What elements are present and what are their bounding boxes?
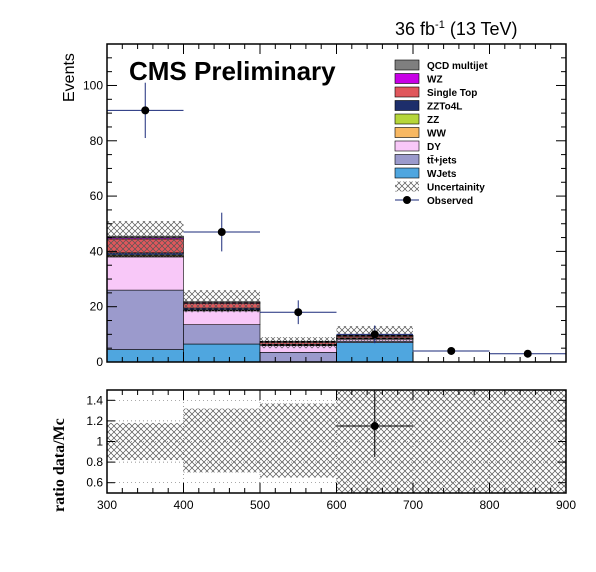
uncertainty-box-0 (107, 220, 184, 257)
y-tick-label: 20 (90, 300, 104, 314)
x-tick-label: 600 (326, 498, 346, 512)
y-tick-label: 0 (96, 355, 103, 369)
legend-swatch-0 (394, 59, 420, 71)
luminosity-label: 36 fb-1 (13 TeV) (395, 19, 518, 39)
bar-segment-1-1 (183, 324, 261, 345)
ratio-points (336, 390, 413, 457)
ratio-y-tick-label: 1.4 (86, 393, 103, 407)
x-tick-label: 400 (173, 498, 193, 512)
experiment-label: CMS Preliminary (129, 56, 336, 86)
uncertainty-box-1 (183, 290, 260, 313)
bar-segment-1-2 (259, 352, 337, 363)
ratio-y-tick-label: 1 (96, 435, 103, 449)
ratio-y-tick-label: 1.2 (86, 414, 103, 428)
x-tick-label: 700 (403, 498, 423, 512)
ratio-axis-ticks: 0.6 0.8 1 1.2 1.4 300 400 500 600 700 800 900 (86, 390, 576, 512)
legend-label-10: Observed (427, 196, 473, 207)
observed-point-5 (523, 349, 532, 358)
uncertainty-band (107, 220, 413, 349)
legend-swatch-3 (394, 100, 420, 111)
ratio-panel: 0.6 0.8 1 1.2 1.4 300 400 500 600 700 800 900 ratio… (51, 389, 576, 512)
legend-swatch-6 (394, 140, 420, 152)
legend-marker-observed (403, 196, 411, 204)
y-tick-label: 80 (90, 134, 104, 148)
y-tick-label: 60 (90, 189, 104, 203)
legend-swatch-4 (394, 113, 420, 125)
legend-swatch-2 (394, 86, 420, 98)
x-tick-label: 500 (250, 498, 270, 512)
bar-segment-2-0 (106, 256, 184, 291)
ratio-y-tick-label: 0.6 (86, 476, 103, 490)
x-tick-label: 900 (556, 498, 576, 512)
legend-label-7: tt̄+jets (427, 155, 457, 167)
y-tick-label: 40 (90, 244, 104, 258)
ratio-uncertainty-box-1 (183, 408, 260, 473)
y-axis-title: Events (61, 53, 78, 102)
bar-segment-1-0 (106, 289, 184, 350)
ratio-uncertainty-box-0 (107, 422, 184, 461)
legend-swatch-5 (394, 127, 420, 138)
uncertainty-box-2 (260, 337, 337, 349)
legend-label-9: Uncertainity (427, 183, 485, 194)
bar-segment-0-1 (183, 343, 261, 363)
legend-label-5: WW (427, 129, 446, 140)
bar-segment-2-1 (183, 310, 261, 325)
observed-point-1 (217, 228, 226, 237)
legend-swatch-8 (394, 167, 420, 179)
bar-segment-0-0 (106, 349, 184, 363)
observed-point-2 (294, 308, 303, 317)
legend-label-4: ZZ (427, 115, 439, 126)
x-tick-label: 800 (479, 498, 499, 512)
observed-point-3 (370, 330, 379, 339)
ratio-uncertainty-box-2 (260, 403, 337, 478)
legend-swatch-7 (394, 154, 420, 165)
legend-swatch-uncertainty (395, 181, 419, 192)
y-tick-label: 100 (83, 78, 103, 92)
bar-segment-0-3 (336, 342, 414, 363)
legend-label-1: WZ (427, 75, 443, 86)
main-axis-ticks: 0 20 40 60 80 100 (83, 43, 567, 369)
legend-label-2: Single Top (427, 88, 477, 99)
ratio-grid (106, 390, 567, 493)
ratio-point-0 (370, 422, 379, 431)
x-tick-label: 300 (97, 498, 117, 512)
observed-points (107, 82, 566, 358)
observed-point-0 (141, 106, 150, 115)
main-panel: 0 20 40 60 80 100 CMS Preliminary Events QCD … (61, 43, 567, 369)
ratio-y-axis-title: ratio data/Mc (51, 418, 68, 512)
legend-label-0: QCD multijet (427, 61, 488, 72)
legend-label-6: DY (427, 142, 441, 153)
ratio-y-tick-label: 0.8 (86, 455, 103, 469)
legend: QCD multijet WZ Single Top ZZTo4L ZZ WW DY tt̄+… (394, 59, 488, 207)
observed-point-4 (447, 346, 456, 355)
legend-label-3: ZZTo4L (427, 102, 462, 113)
legend-swatch-1 (394, 73, 420, 84)
legend-label-8: WJets (427, 169, 457, 180)
